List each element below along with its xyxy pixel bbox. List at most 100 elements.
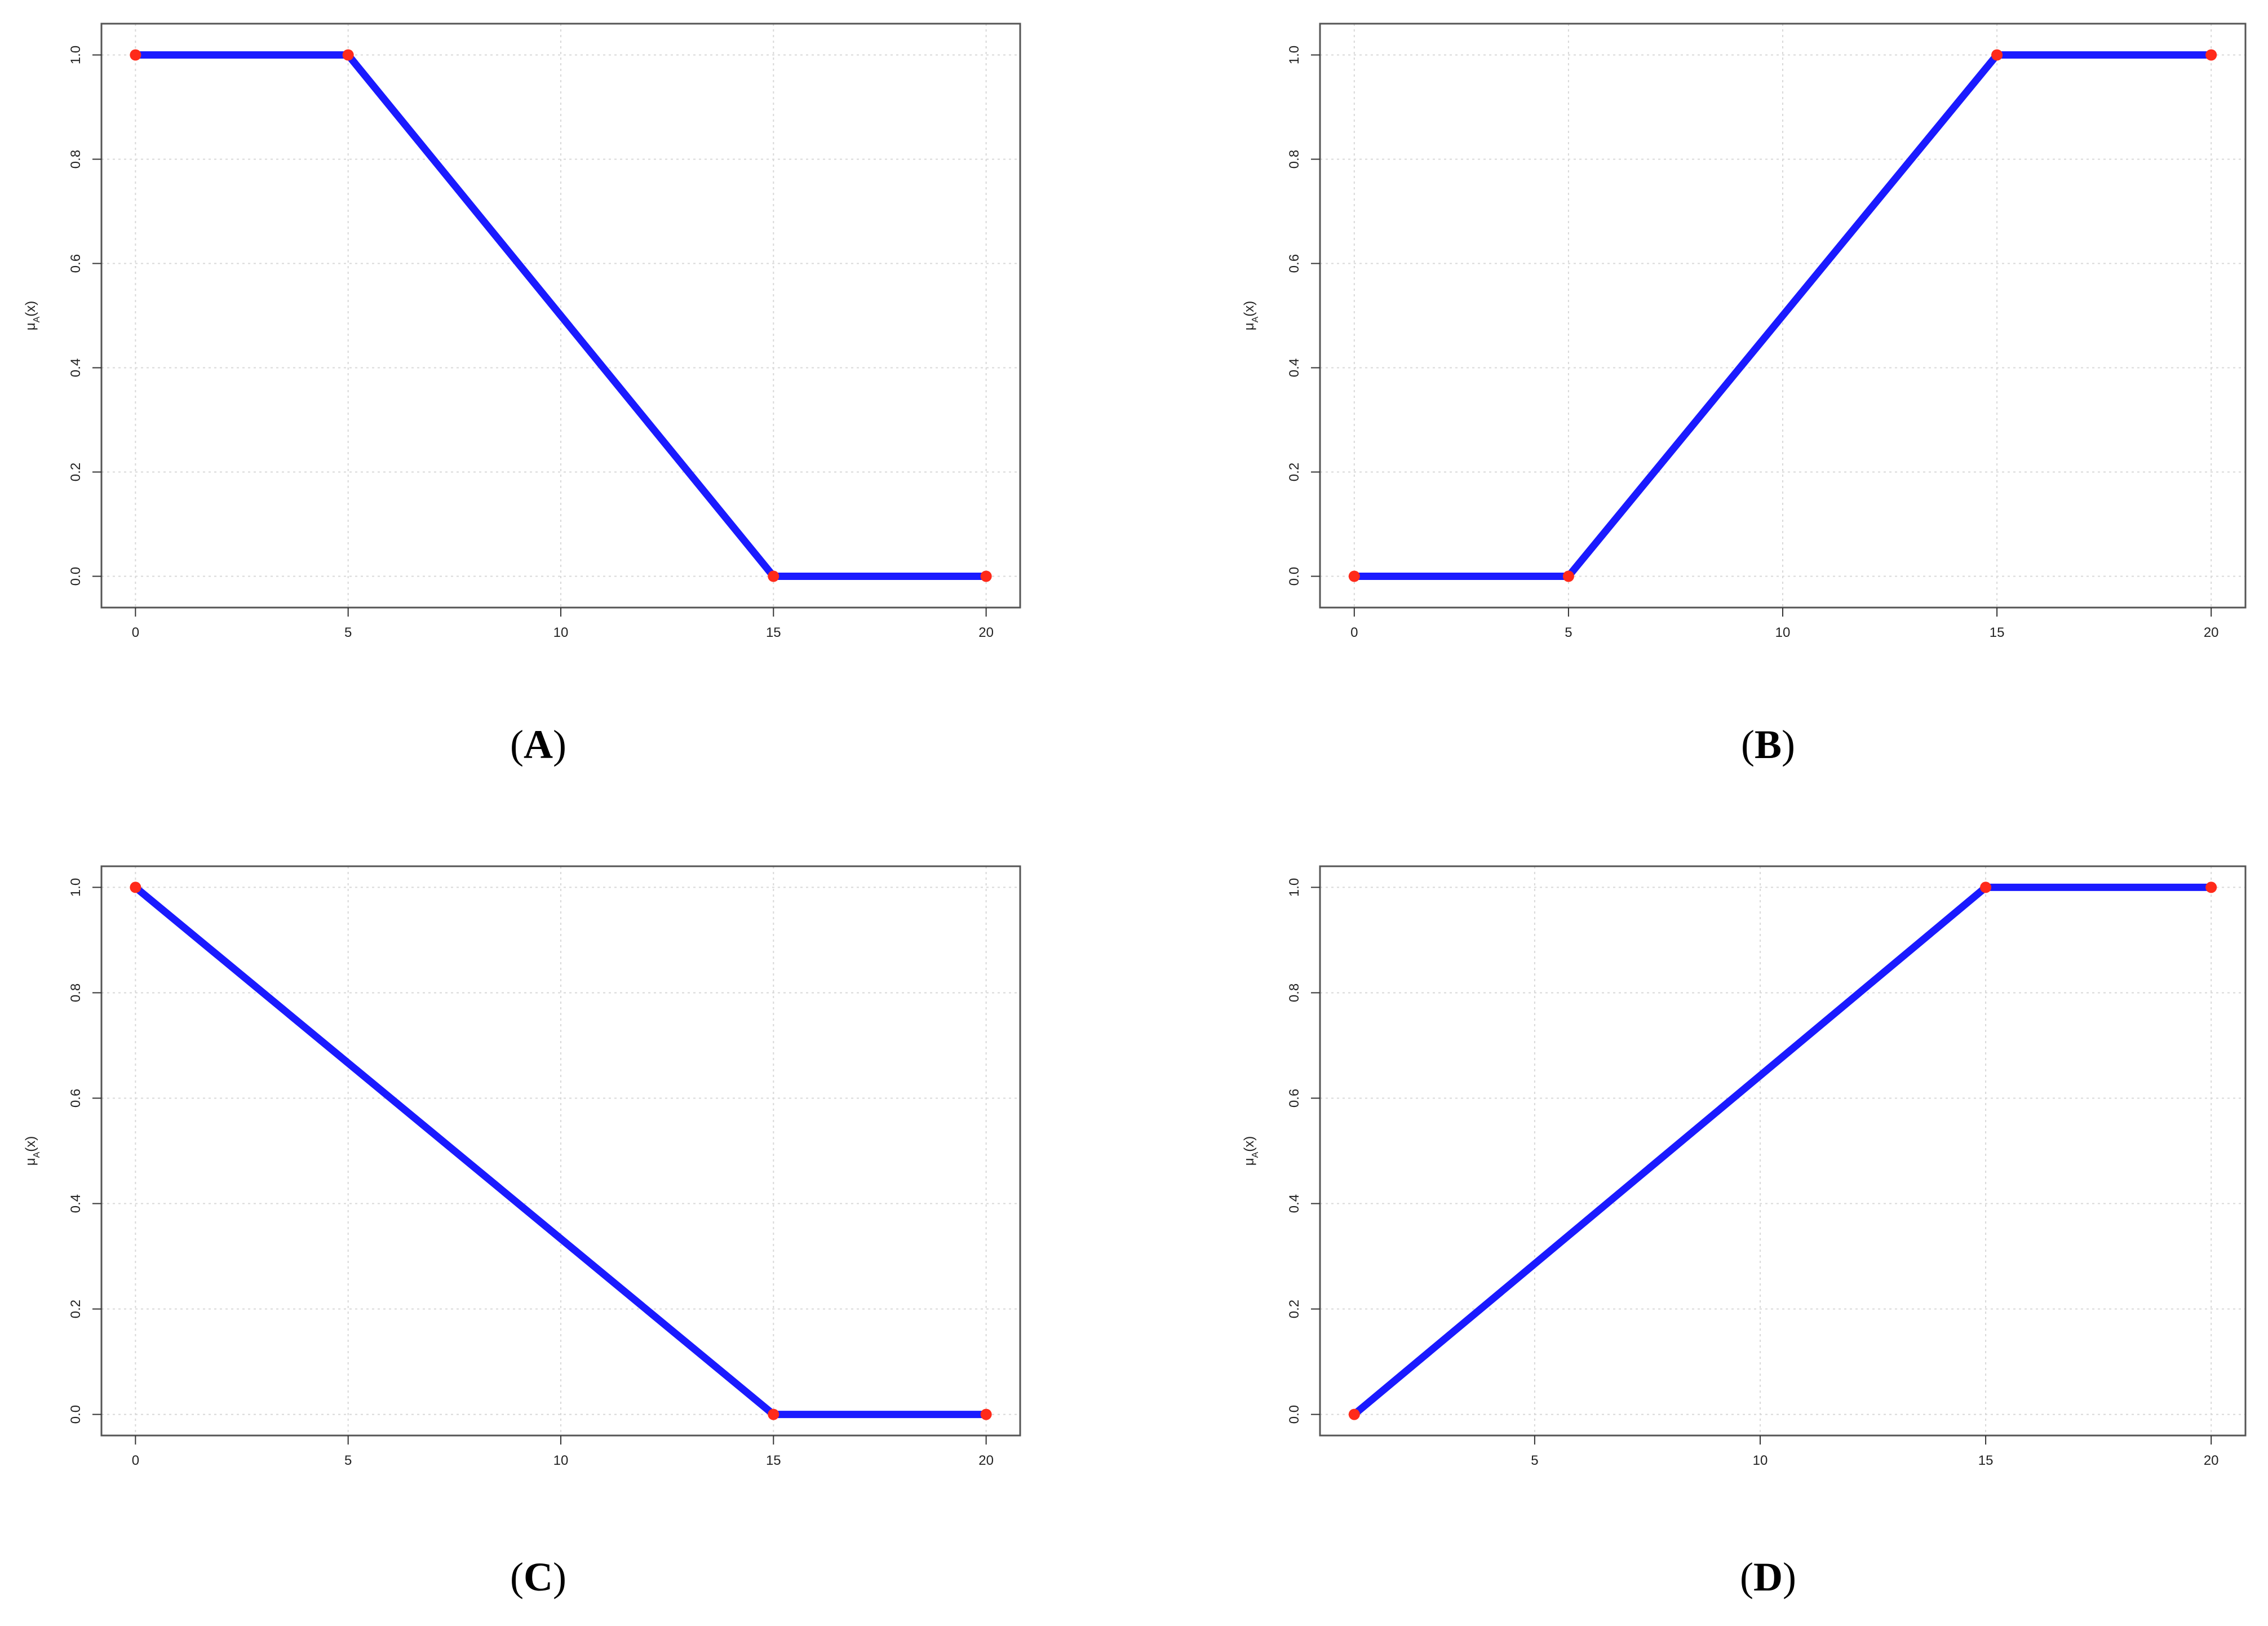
y-axis-label: μA(x) xyxy=(23,301,42,330)
data-point xyxy=(768,1408,779,1420)
caption-letter: B xyxy=(1754,722,1782,767)
series-line-segment xyxy=(131,883,777,1419)
data-point xyxy=(2205,49,2217,61)
caption-close: ) xyxy=(553,722,566,767)
x-tick-label: 20 xyxy=(978,625,994,640)
x-tick-label: 15 xyxy=(766,625,781,640)
series-line-segment xyxy=(1350,883,1990,1419)
y-tick-label: 0.8 xyxy=(1287,983,1302,1002)
data-point xyxy=(342,49,354,61)
x-tick-label: 20 xyxy=(2204,1453,2219,1468)
y-axis-label-subscript: A xyxy=(32,316,42,322)
x-tick-label: 5 xyxy=(344,1453,352,1468)
y-tick-label: 0.2 xyxy=(1287,463,1302,481)
y-tick-label: 0.6 xyxy=(1287,254,1302,273)
caption-close: ) xyxy=(553,1554,566,1600)
data-point xyxy=(1980,881,1992,893)
panel-c: 0 5 10 15 20 0.0 0.2 0.4 0.6 0.8 1.0 μA(x) (C) xyxy=(0,813,1134,1626)
y-tick-label: 0.4 xyxy=(1287,358,1302,377)
caption-open: ( xyxy=(510,722,524,767)
y-tick-label: 0.6 xyxy=(68,1089,83,1107)
y-tick-label: 0.2 xyxy=(1287,1300,1302,1318)
x-tick-label: 5 xyxy=(1531,1453,1538,1468)
y-tick-label: 0.4 xyxy=(68,1194,83,1213)
x-tick-label: 5 xyxy=(1565,625,1572,640)
y-tick-label: 0.2 xyxy=(68,1300,83,1318)
series-line-segment xyxy=(344,51,777,580)
x-tick-label: 20 xyxy=(978,1453,994,1468)
data-point xyxy=(1348,1408,1360,1420)
x-tick-label: 15 xyxy=(1978,1453,1994,1468)
y-tick-label: 0.4 xyxy=(1287,1194,1302,1213)
data-point xyxy=(1991,49,2003,61)
x-tick-label: 20 xyxy=(2204,625,2219,640)
y-tick-label: 0.8 xyxy=(1287,150,1302,169)
x-tick-label: 0 xyxy=(132,1453,139,1468)
x-tick-label: 5 xyxy=(344,625,352,640)
y-axis-label-argument: (x) xyxy=(23,301,38,317)
data-point xyxy=(768,570,779,582)
caption-letter: D xyxy=(1753,1554,1783,1600)
data-point xyxy=(130,881,141,893)
caption-close: ) xyxy=(1783,1554,1796,1600)
caption-close: ) xyxy=(1782,722,1795,767)
chart-a: 0 5 10 15 20 0.0 0.2 0.4 0.6 0.8 1.0 μA(x) xyxy=(23,23,1021,640)
y-axis-label-subscript: A xyxy=(1251,316,1260,322)
y-axis-label-subscript: A xyxy=(1251,1151,1260,1158)
y-tick-label: 0.4 xyxy=(68,358,83,377)
panel-d: 5 10 15 20 0.0 0.2 0.4 0.6 0.8 1.0 μA(x) (D) xyxy=(1134,813,2268,1626)
chart-d: 5 10 15 20 0.0 0.2 0.4 0.6 0.8 1.0 μA(x) xyxy=(1242,865,2247,1468)
series-line-segment xyxy=(1565,51,2001,580)
x-tick-label: 15 xyxy=(766,1453,781,1468)
panel-caption-c: (C) xyxy=(426,1554,651,1601)
y-axis-label-symbol: μ xyxy=(1242,1158,1257,1166)
y-tick-label: 0.6 xyxy=(68,254,83,273)
data-point xyxy=(2205,881,2217,893)
panel-caption-a: (A) xyxy=(426,721,651,768)
chart-c: 0 5 10 15 20 0.0 0.2 0.4 0.6 0.8 1.0 μA(x) xyxy=(23,865,1021,1468)
y-tick-label: 1.0 xyxy=(1287,878,1302,897)
y-axis-label-argument: (x) xyxy=(23,1136,38,1152)
y-axis-label-symbol: μ xyxy=(23,1158,38,1166)
y-tick-label: 0.0 xyxy=(68,1405,83,1424)
data-point xyxy=(1562,570,1574,582)
y-tick-label: 0.6 xyxy=(1287,1089,1302,1107)
data-point xyxy=(980,570,992,582)
y-axis-label: μA(x) xyxy=(1242,1136,1260,1166)
data-point xyxy=(980,1408,992,1420)
panel-caption-d: (D) xyxy=(1655,1554,1881,1601)
panel-a: 0 5 10 15 20 0.0 0.2 0.4 0.6 0.8 1.0 μA(x) (A) xyxy=(0,0,1134,813)
x-tick-label: 0 xyxy=(132,625,139,640)
y-tick-label: 1.0 xyxy=(68,46,83,64)
data-point xyxy=(1348,570,1360,582)
y-tick-label: 1.0 xyxy=(1287,46,1302,64)
x-tick-label: 10 xyxy=(1753,1453,1768,1468)
y-tick-label: 0.8 xyxy=(68,983,83,1002)
panel-b: 0 5 10 15 20 0.0 0.2 0.4 0.6 0.8 1.0 μA(x) (B) xyxy=(1134,0,2268,813)
y-axis-label: μA(x) xyxy=(1242,301,1260,330)
y-axis-label-symbol: μ xyxy=(1242,322,1257,330)
x-tick-label: 10 xyxy=(553,1453,569,1468)
y-axis-label-argument: (x) xyxy=(1242,1136,1257,1152)
caption-letter: C xyxy=(524,1554,553,1600)
caption-open: ( xyxy=(1741,722,1755,767)
y-tick-label: 0.0 xyxy=(1287,1405,1302,1424)
y-tick-label: 0.0 xyxy=(1287,567,1302,586)
caption-open: ( xyxy=(1740,1554,1753,1600)
plot-frame xyxy=(1319,865,2247,1437)
x-tick-label: 15 xyxy=(1990,625,2005,640)
y-axis-label-symbol: μ xyxy=(23,322,38,330)
y-axis-label-subscript: A xyxy=(32,1151,42,1158)
data-point xyxy=(130,49,141,61)
x-tick-label: 0 xyxy=(1350,625,1358,640)
y-tick-label: 0.2 xyxy=(68,463,83,481)
chart-b: 0 5 10 15 20 0.0 0.2 0.4 0.6 0.8 1.0 μA(x) xyxy=(1242,23,2247,640)
y-axis-label: μA(x) xyxy=(23,1136,42,1166)
y-tick-label: 0.0 xyxy=(68,567,83,586)
y-axis-label-argument: (x) xyxy=(1242,301,1257,317)
x-tick-label: 10 xyxy=(553,625,569,640)
x-tick-label: 10 xyxy=(1775,625,1791,640)
y-tick-label: 1.0 xyxy=(68,878,83,897)
caption-open: ( xyxy=(510,1554,524,1600)
